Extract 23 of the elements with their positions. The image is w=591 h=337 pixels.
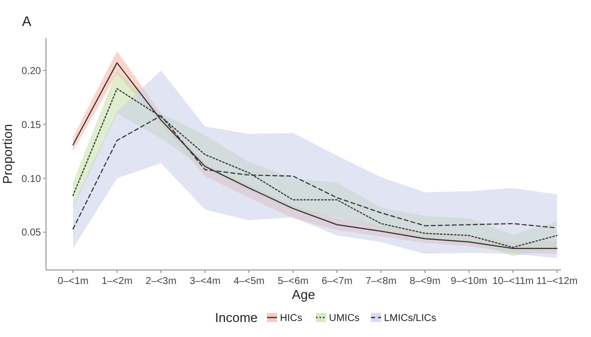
x-tick-label: 7‒<8m: [366, 276, 396, 287]
x-tick-label: 10‒<11m: [492, 276, 534, 287]
x-tick-label: 1‒<2m: [102, 276, 132, 287]
y-axis-title: Proportion: [0, 124, 15, 184]
x-tick-label: 11‒<12m: [536, 276, 578, 287]
y-tick-label: 0.20: [22, 66, 42, 77]
x-tick-label: 2‒<3m: [146, 276, 176, 287]
chart-title: A: [22, 13, 32, 29]
x-tick-label: 3‒<4m: [190, 276, 220, 287]
legend-title: Income: [215, 310, 258, 325]
x-tick-label: 9‒<10m: [450, 276, 488, 287]
legend-label: UMICs: [329, 313, 360, 324]
x-tick-label: 4‒<5m: [234, 276, 264, 287]
y-tick-label: 0.15: [22, 120, 42, 131]
y-tick-label: 0.05: [22, 228, 42, 239]
x-tick-label: 5‒<6m: [278, 276, 308, 287]
x-axis-title: Age: [292, 287, 316, 302]
x-tick-label: 0‒<1m: [58, 276, 88, 287]
x-tick-label: 8‒<9m: [410, 276, 440, 287]
x-tick-label: 6‒<7m: [322, 276, 352, 287]
legend-label: LMICs/LICs: [384, 313, 436, 324]
legend-label: HICs: [280, 313, 302, 324]
y-tick-label: 0.10: [22, 174, 42, 185]
